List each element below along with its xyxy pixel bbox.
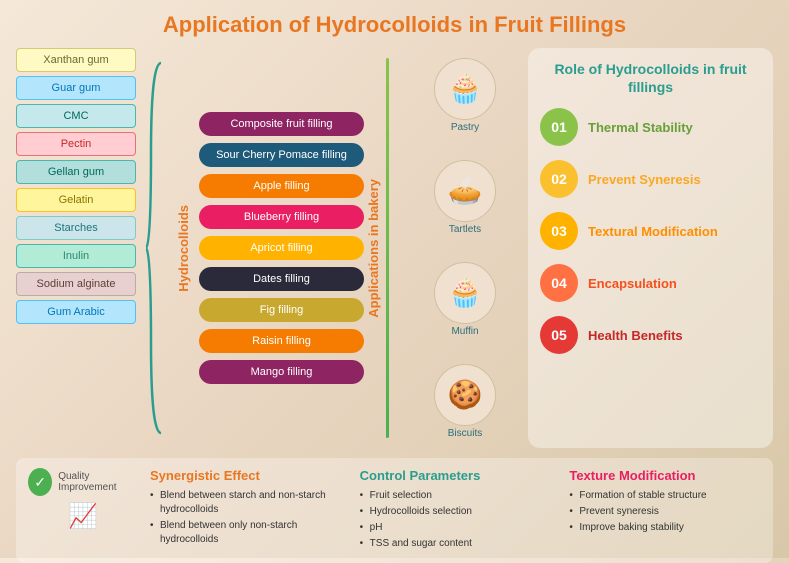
bakery-image: 🧁 [434,58,496,120]
bottom-item: Improve baking stability [569,521,761,535]
bottom-item: Fruit selection [360,489,552,503]
role-title: Role of Hydrocolloids in fruit fillings [540,60,761,96]
bottom-item: Formation of stable structure [569,489,761,503]
bakery-item: 🍪 Biscuits [434,364,496,439]
bakery-list: 🧁 Pastry 🥧 Tartlets 🧁 Muffin 🍪 Biscuits [410,48,520,448]
bakery-item: 🧁 Muffin [434,262,496,337]
bottom-item: Blend between only non-starch hydrocollo… [150,519,342,547]
bakery-item: 🧁 Pastry [434,58,496,133]
bottom-item: TSS and sugar content [360,537,552,551]
hydrocolloid-item: Starches [16,216,136,240]
hydrocolloids-list: Xanthan gum Guar gum CMC Pectin Gellan gum Ge… [16,48,136,448]
applications-label: Applications in bakery [366,179,381,318]
role-text: Textural Modification [588,224,718,240]
filling-item: Dates filling [199,267,364,291]
role-text: Thermal Stability [588,120,693,136]
role-text: Encapsulation [588,276,677,292]
brace-left [144,48,168,448]
role-item: 01 Thermal Stability [540,108,761,146]
bottom-title: Texture Modification [569,468,761,483]
filling-item: Fig filling [199,298,364,322]
hydrocolloid-item: Pectin [16,132,136,156]
role-item: 05 Health Benefits [540,316,761,354]
filling-item: Apricot filling [199,236,364,260]
bottom-item: Blend between starch and non-starch hydr… [150,489,342,517]
role-number: 05 [540,316,578,354]
bottom-section: Synergistic Effect Blend between starch a… [150,468,342,553]
hydrocolloids-label: Hydrocolloids [176,205,191,292]
hydrocolloid-item: Guar gum [16,76,136,100]
role-item: 04 Encapsulation [540,264,761,302]
bakery-label: Biscuits [448,428,482,439]
filling-item: Composite fruit filling [199,112,364,136]
filling-item: Blueberry filling [199,205,364,229]
main-content: Xanthan gum Guar gum CMC Pectin Gellan gum Ge… [16,48,773,448]
divider: Applications in bakery [372,48,402,448]
hydrocolloid-item: Gellan gum [16,160,136,184]
filling-item: Mango filling [199,360,364,384]
roles-list: 01 Thermal Stability 02 Prevent Syneresis 03… [540,108,761,354]
bakery-image: 🧁 [434,262,496,324]
role-number: 02 [540,160,578,198]
role-number: 04 [540,264,578,302]
check-icon: ✓ [28,468,52,496]
bottom-title: Control Parameters [360,468,552,483]
role-number: 01 [540,108,578,146]
hydrocolloid-item: Gum Arabic [16,300,136,324]
bakery-item: 🥧 Tartlets [434,160,496,235]
bottom-item: pH [360,521,552,535]
hydrocolloid-item: Gelatin [16,188,136,212]
filling-item: Apple filling [199,174,364,198]
bottom-section: Texture Modification Formation of stable … [569,468,761,553]
bakery-label: Muffin [451,326,478,337]
bakery-image: 🍪 [434,364,496,426]
role-item: 03 Textural Modification [540,212,761,250]
role-text: Prevent Syneresis [588,172,701,188]
filling-item: Raisin filling [199,329,364,353]
role-item: 02 Prevent Syneresis [540,160,761,198]
bakery-image: 🥧 [434,160,496,222]
bottom-title: Synergistic Effect [150,468,342,483]
quality-col: ✓ Quality Improvement 📈 [28,468,138,553]
quality-label: Quality Improvement [58,471,138,493]
role-text: Health Benefits [588,328,683,344]
hydrocolloid-item: Inulin [16,244,136,268]
fillings-list: Composite fruit filling Sour Cherry Pomac… [199,48,364,448]
bakery-label: Tartlets [449,224,481,235]
hydrocolloid-item: Sodium alginate [16,272,136,296]
hydrocolloid-item: Xanthan gum [16,48,136,72]
bakery-label: Pastry [451,122,479,133]
chart-icon: 📈 [68,502,98,531]
bottom-section: Control Parameters Fruit selection Hydroco… [360,468,552,553]
roles-panel: Role of Hydrocolloids in fruit fillings … [528,48,773,448]
page-title: Application of Hydrocolloids in Fruit Fi… [16,12,773,38]
quality-badge: ✓ Quality Improvement [28,468,138,496]
bottom-item: Hydrocolloids selection [360,505,552,519]
bottom-panel: ✓ Quality Improvement 📈 Synergistic Effe… [16,458,773,563]
bottom-item: Prevent syneresis [569,505,761,519]
hydrocolloid-item: CMC [16,104,136,128]
role-number: 03 [540,212,578,250]
filling-item: Sour Cherry Pomace filling [199,143,364,167]
